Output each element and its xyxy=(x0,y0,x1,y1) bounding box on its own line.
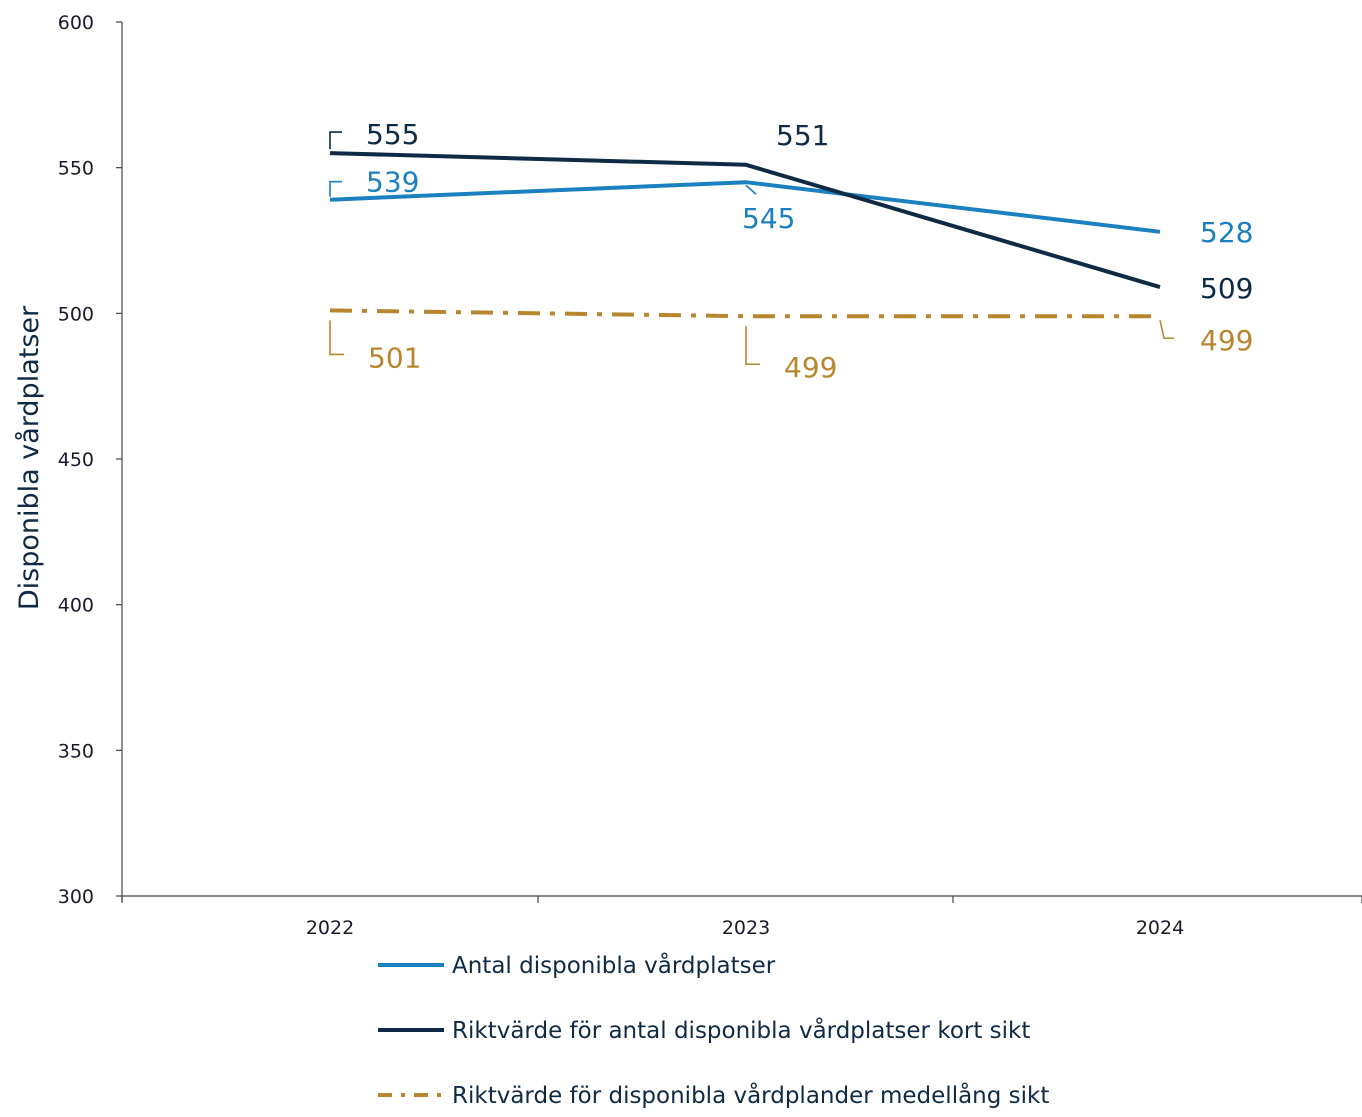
data-label: 501 xyxy=(368,341,421,374)
x-tick-label: 2024 xyxy=(1136,917,1184,939)
y-tick-label: 400 xyxy=(58,595,94,617)
legend-label-2: Riktvärde för antal disponibla vårdplats… xyxy=(452,1016,1030,1044)
y-tick-label: 350 xyxy=(58,740,94,762)
y-tick-label: 600 xyxy=(58,12,94,34)
y-tick-label: 500 xyxy=(58,303,94,325)
legend-label-3: Riktvärde för disponibla vårdplander med… xyxy=(452,1081,1049,1109)
series-line-3 xyxy=(329,308,1160,319)
y-axis-title: Disponibla vårdplatser xyxy=(14,305,45,610)
leader-line xyxy=(329,131,342,150)
y-tick-label: 550 xyxy=(58,158,94,180)
data-label: 545 xyxy=(742,202,795,235)
data-label: 499 xyxy=(784,351,837,384)
series-line-1 xyxy=(329,180,1161,234)
y-tick-label: 300 xyxy=(58,886,94,908)
y-tick-label: 450 xyxy=(58,449,94,471)
series-line-2 xyxy=(329,151,1161,290)
leader-line xyxy=(1159,320,1174,340)
leader-line xyxy=(329,180,342,197)
data-label: 551 xyxy=(776,119,829,152)
x-tick-label: 2023 xyxy=(722,917,770,939)
data-label: 555 xyxy=(366,118,419,151)
leader-line xyxy=(329,320,344,356)
x-tick-label: 2022 xyxy=(306,917,354,939)
data-label: 509 xyxy=(1200,272,1253,305)
leader-line xyxy=(745,184,757,195)
legend-label-1: Antal disponibla vårdplatser xyxy=(452,951,776,979)
data-label: 539 xyxy=(366,166,419,199)
leader-line xyxy=(745,326,760,366)
data-label: 528 xyxy=(1200,216,1253,249)
data-label: 499 xyxy=(1200,324,1253,357)
